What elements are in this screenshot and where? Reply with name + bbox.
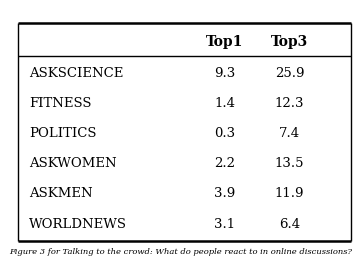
- Text: 25.9: 25.9: [275, 67, 304, 80]
- Text: ASKWOMEN: ASKWOMEN: [29, 157, 117, 170]
- Text: Top3: Top3: [271, 35, 308, 49]
- Text: 2.2: 2.2: [214, 157, 235, 170]
- Text: ASKMEN: ASKMEN: [29, 187, 93, 200]
- Text: WORLDNEWS: WORLDNEWS: [29, 217, 127, 231]
- Text: 3.9: 3.9: [214, 187, 235, 200]
- Text: 3.1: 3.1: [214, 217, 235, 231]
- Text: POLITICS: POLITICS: [29, 127, 96, 140]
- Text: Figure 3 for Talking to the crowd: What do people react to in online discussions: Figure 3 for Talking to the crowd: What …: [9, 248, 353, 255]
- Text: Top1: Top1: [206, 35, 243, 49]
- Text: 11.9: 11.9: [275, 187, 304, 200]
- Text: ASKSCIENCE: ASKSCIENCE: [29, 67, 123, 80]
- Text: 7.4: 7.4: [279, 127, 300, 140]
- Text: 9.3: 9.3: [214, 67, 235, 80]
- Text: FITNESS: FITNESS: [29, 97, 92, 110]
- Text: 13.5: 13.5: [275, 157, 304, 170]
- Text: 6.4: 6.4: [279, 217, 300, 231]
- Text: 12.3: 12.3: [275, 97, 304, 110]
- Text: 0.3: 0.3: [214, 127, 235, 140]
- Text: 1.4: 1.4: [214, 97, 235, 110]
